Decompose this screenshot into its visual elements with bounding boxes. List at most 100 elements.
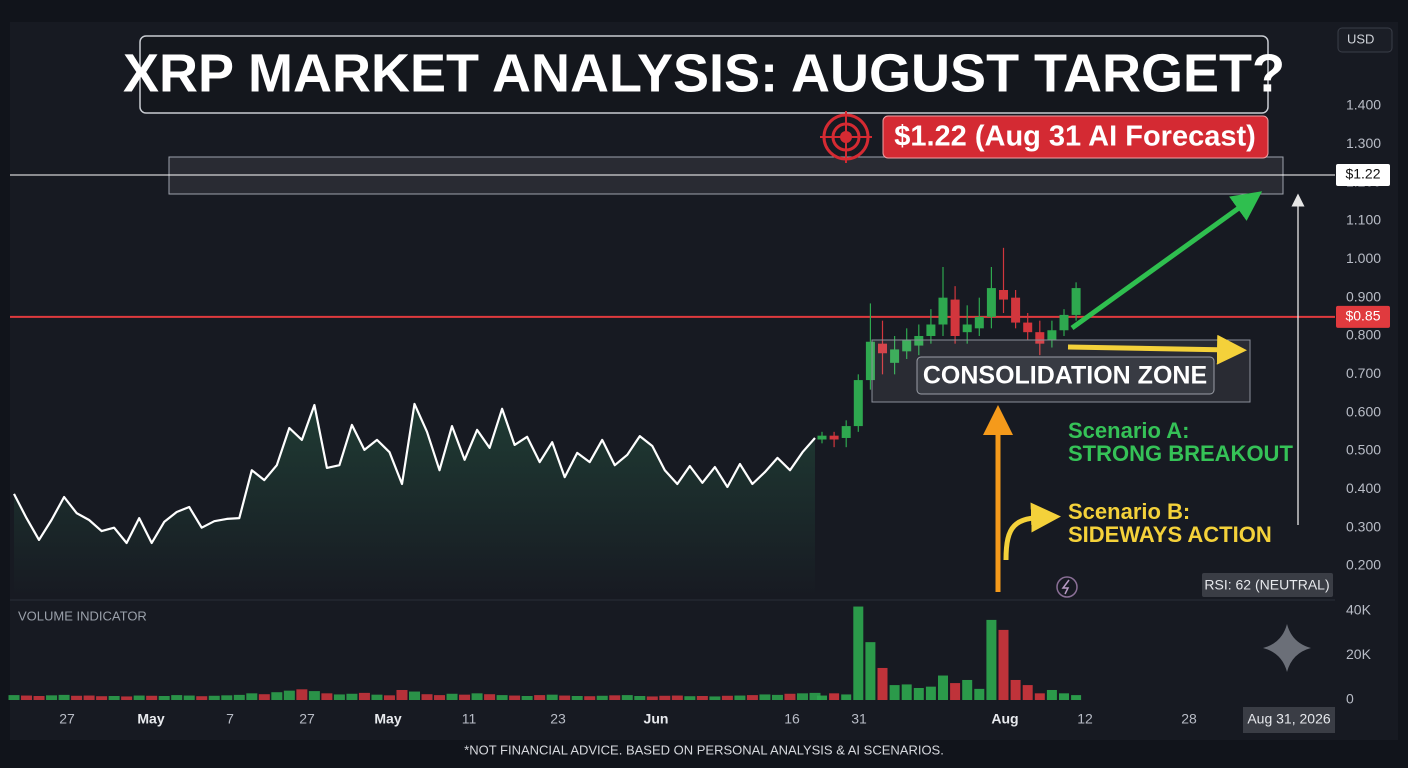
volume-bar (71, 695, 83, 700)
volume-tick-label: 40K (1346, 602, 1372, 618)
volume-bar (962, 679, 973, 700)
candle-body (890, 349, 900, 363)
volume-tick-label: 20K (1346, 646, 1372, 662)
candle-body (853, 380, 863, 427)
volume-bar (421, 694, 433, 700)
volume-bar (1059, 693, 1069, 700)
volume-bar (709, 696, 721, 700)
y-tick-label: 0.500 (1346, 442, 1381, 458)
candle-body (878, 343, 887, 354)
volume-bar (396, 689, 408, 700)
volume-bar (721, 695, 733, 700)
sideways-arrow (1067, 334, 1247, 365)
volume-bar (559, 695, 571, 700)
volume-bar (1046, 689, 1057, 700)
volume-bar (371, 694, 383, 700)
target-icon (820, 110, 872, 163)
volume-bar (998, 629, 1009, 700)
x-tick-label: 23 (550, 711, 566, 727)
volume-bar (21, 695, 33, 700)
volume-bar (596, 695, 608, 700)
volume-bar (121, 696, 133, 700)
y-tick-label: 0.200 (1346, 557, 1381, 573)
x-tick-label: 28 (1181, 711, 1197, 727)
volume-bar (484, 694, 496, 700)
price-level-tag (1336, 305, 1390, 328)
volume-tick-label: 0 (1346, 691, 1354, 707)
currency-box[interactable] (1337, 27, 1393, 53)
volume-title: VOLUME INDICATOR (18, 608, 147, 623)
consolidation-label-box (916, 356, 1215, 395)
candle-body (1011, 297, 1021, 323)
footer: *NOT FINANCIAL ADVICE. BASED ON PERSONAL… (464, 742, 944, 757)
volume-bar (208, 695, 220, 700)
volume-bar (584, 696, 596, 700)
volume-bar (258, 694, 270, 700)
volume-bar (671, 695, 683, 700)
price-level-tag (1336, 163, 1390, 186)
candle-body (1035, 332, 1045, 344)
scenario-b-arrow (1003, 502, 1061, 561)
x-tick-label: 27 (59, 711, 75, 727)
candle-body (986, 288, 996, 317)
volume-bar (521, 695, 533, 700)
candle-body (914, 336, 924, 346)
volume-bar (434, 695, 446, 700)
consolidation-label: CONSOLIDATION ZONE (923, 362, 1207, 390)
alert-icon[interactable] (1056, 576, 1078, 598)
volume-bar (321, 693, 333, 700)
candle-body (962, 324, 972, 333)
marks-layer (8, 247, 1082, 700)
volume-bar (296, 689, 308, 700)
x-tick-label: 31 (851, 711, 867, 727)
volume-bar (646, 696, 658, 700)
end-label: Aug 31, 2026 (1247, 711, 1331, 727)
volume-bar (446, 693, 458, 700)
currency[interactable]: USD (1347, 31, 1374, 46)
volume-bar (974, 688, 985, 700)
target-label: $1.22 (Aug 31 AI Forecast) (894, 121, 1256, 153)
x-tick-label: 27 (299, 711, 315, 727)
candle-body (841, 426, 851, 438)
volume-bar (901, 684, 912, 700)
volume-bar (333, 694, 345, 700)
volume-bar (83, 695, 95, 700)
x-tick-label: May (137, 711, 164, 727)
y-tick-label: 1.100 (1346, 212, 1381, 228)
scenario-b-label: Scenario B: (1068, 499, 1190, 524)
y-tick-label: 1.300 (1346, 135, 1381, 151)
volume-bar (986, 619, 997, 700)
scenario-a-label: STRONG BREAKOUT (1068, 441, 1293, 466)
volume-bar (8, 695, 20, 700)
y-tick-label: 0.900 (1346, 288, 1381, 304)
volume-bar (817, 695, 827, 700)
volume-bar (346, 693, 358, 700)
volume-bar (358, 692, 370, 700)
y-tick-label: 0.800 (1346, 327, 1381, 343)
chart-title: XRP MARKET ANALYSIS: AUGUST TARGET? (123, 43, 1285, 103)
y-tick-label: 1.400 (1346, 97, 1381, 113)
volume-bar (925, 686, 936, 700)
volume-bar (1022, 685, 1033, 700)
volume-bar (938, 675, 948, 700)
y-tick-label: 0.600 (1346, 403, 1381, 419)
volume-bar (271, 692, 283, 700)
volume-bar (734, 695, 746, 700)
volume-bar (283, 690, 295, 700)
price-area (14, 403, 815, 597)
volume-bar (621, 695, 633, 700)
x-tick-label: 12 (1077, 711, 1093, 727)
volume-bar (784, 693, 796, 700)
candle-body (1047, 330, 1057, 340)
volume-bar (308, 691, 320, 700)
candle-body (938, 297, 948, 325)
price-level-label: $0.85 (1345, 308, 1380, 324)
x-tick-label: Aug (991, 711, 1018, 727)
front-layer: XRP MARKET ANALYSIS: AUGUST TARGET? USD … (18, 27, 1393, 757)
volume-bar (409, 691, 420, 700)
candle-body (817, 435, 827, 440)
volume-bar (609, 695, 621, 700)
volume-bar (809, 692, 821, 700)
volume-bar (108, 695, 120, 700)
